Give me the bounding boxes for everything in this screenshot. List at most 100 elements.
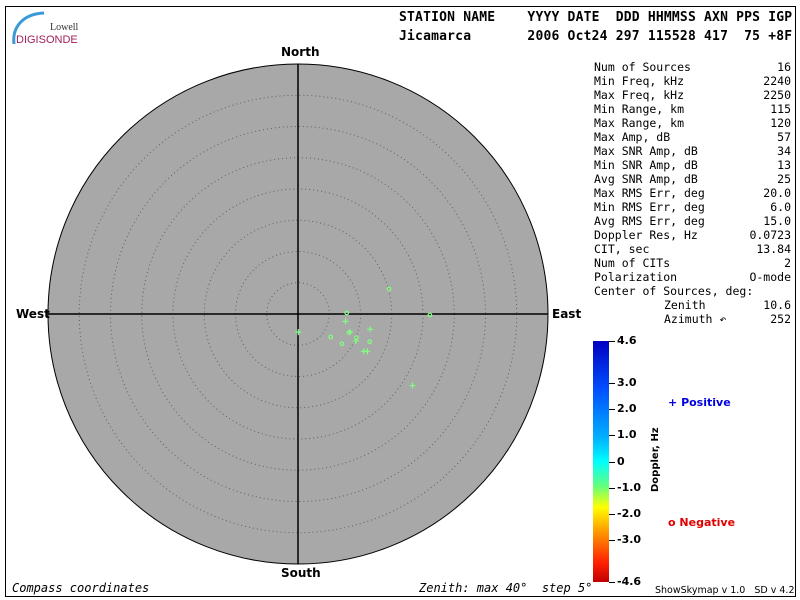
label-north: North [281, 45, 320, 59]
stat-row: Max RMS Err, deg 20.0 [594, 186, 791, 200]
stat-label: Avg RMS Err, deg [594, 214, 705, 228]
stat-value: 2250 [763, 88, 791, 102]
colorbar-tick [609, 382, 615, 384]
source-point-positive [364, 348, 371, 355]
source-point-negative [346, 330, 352, 335]
stat-label: Max RMS Err, deg [594, 186, 705, 200]
legend-positive-label: Positive [681, 396, 731, 409]
stat-label: Num of Sources [594, 60, 691, 74]
stat-label: Min Freq, kHz [594, 74, 685, 88]
center-title-text: Center of Sources, deg: [594, 284, 754, 298]
stat-label: Max Freq, kHz [594, 88, 685, 102]
stat-value: 115 [770, 102, 791, 116]
source-point-negative [328, 334, 334, 340]
colorbar-tick [609, 582, 615, 583]
source-point-negative [367, 339, 373, 345]
stat-row: Min Freq, kHz 2240 [594, 74, 791, 88]
colorbar-tick-label: -2.0 [617, 506, 642, 520]
colorbar-tick-label: 4.6 [617, 334, 637, 347]
label-west: West [16, 307, 50, 321]
source-point-positive [295, 329, 302, 336]
stats-panel: Num of Sources 16 Min Freq, kHz 2240 Max Fre… [594, 60, 791, 326]
source-point-positive [367, 326, 374, 333]
center-zenith-value: 10.6 [763, 298, 791, 312]
stat-value: O-mode [749, 270, 791, 284]
stat-row: Max Amp, dB 57 [594, 130, 791, 144]
stat-row: Polarization O-mode [594, 270, 791, 284]
stat-row: Avg SNR Amp, dB 25 [594, 172, 791, 186]
stat-value: 16 [777, 60, 791, 74]
stat-row: Avg RMS Err, deg 15.0 [594, 214, 791, 228]
logo-line2: DIGISONDE [16, 34, 78, 46]
version-label: ShowSkymap v 1.0 SD v 4.2 [655, 585, 795, 596]
station-header: STATION NAME YYYY DATE DDD HHMMSS AXN PP… [399, 8, 792, 46]
colorbar-tick-label: 2.0 [617, 402, 637, 416]
plot-frame [5, 6, 796, 597]
stat-value: 15.0 [763, 214, 791, 228]
stat-label: CIT, sec [594, 242, 650, 256]
stat-row: Max SNR Amp, dB 34 [594, 144, 791, 158]
source-point-negative [354, 335, 359, 341]
center-azimuth: Azimuth ↶ 252 [594, 312, 791, 326]
legend-positive: + Positive [668, 396, 731, 409]
stat-row: Max Range, km 120 [594, 116, 791, 130]
stat-row: Min SNR Amp, dB 13 [594, 158, 791, 172]
source-point-negative [386, 286, 392, 292]
source-point-positive [347, 328, 354, 335]
stat-row: Min Range, km 115 [594, 102, 791, 116]
stat-value: 6.0 [770, 200, 791, 214]
label-east: East [552, 307, 582, 321]
source-point-negative [427, 312, 433, 318]
source-point-positive [409, 382, 416, 389]
footer-coordinates: Compass coordinates [12, 581, 150, 595]
plus-icon: + [668, 396, 678, 409]
colorbar-tick [609, 513, 615, 515]
stat-value: 2240 [763, 74, 791, 88]
colorbar-tick-label: 1.0 [617, 428, 637, 442]
stat-row: Num of Sources 16 [594, 60, 791, 74]
stat-value: 57 [777, 130, 791, 144]
label-south: South [281, 566, 321, 580]
doppler-colorbar [593, 341, 609, 582]
stat-label: Num of CITs [594, 256, 671, 270]
stat-label: Min RMS Err, deg [594, 200, 705, 214]
digisonde-logo: Lowell DIGISONDE [12, 11, 79, 46]
stat-value: 0.0723 [749, 228, 791, 242]
stat-label: Max Amp, dB [594, 130, 671, 144]
source-point-negative [339, 341, 345, 347]
logo-line1: Lowell [50, 22, 79, 33]
stat-label: Max Range, km [594, 116, 685, 130]
stat-value: 13.84 [756, 242, 791, 256]
colorbar-tick [609, 540, 615, 542]
stat-value: 20.0 [763, 186, 791, 200]
colorbar-label: Doppler, Hz [650, 427, 661, 492]
colorbar-tick-label: -1.0 [617, 480, 642, 494]
header-labels: STATION NAME YYYY DATE DDD HHMMSS AXN PP… [399, 10, 793, 25]
center-title: Center of Sources, deg: [594, 284, 791, 298]
header-values: Jicamarca 2006 Oct24 297 115528 417 75 +… [399, 29, 793, 44]
stat-value: 120 [770, 116, 791, 130]
legend-negative-label: Negative [679, 516, 736, 529]
colorbar-tick [609, 487, 615, 489]
center-azimuth-value: 252 [770, 312, 791, 326]
source-point-negative [344, 310, 350, 316]
colorbar-tick [609, 341, 615, 342]
stat-row: Doppler Res, Hz 0.0723 [594, 228, 791, 242]
colorbar-tick-label: -3.0 [617, 533, 642, 547]
colorbar-tick [609, 461, 615, 463]
stat-label: Doppler Res, Hz [594, 228, 698, 242]
circle-icon: o [668, 516, 676, 529]
source-point-positive [342, 318, 349, 325]
legend-negative: o Negative [668, 516, 735, 529]
stat-label: Min Range, km [594, 102, 685, 116]
stat-value: 13 [777, 158, 791, 172]
center-azimuth-label: Azimuth ↶ [664, 312, 727, 326]
center-zenith: Zenith 10.6 [594, 298, 791, 312]
stat-label: Min SNR Amp, dB [594, 158, 698, 172]
colorbar-tick-label: -4.6 [617, 575, 642, 588]
stat-label: Polarization [594, 270, 678, 284]
stat-row: Num of CITs 2 [594, 256, 791, 270]
center-zenith-label: Zenith [664, 298, 706, 312]
colorbar-tick [609, 409, 615, 411]
